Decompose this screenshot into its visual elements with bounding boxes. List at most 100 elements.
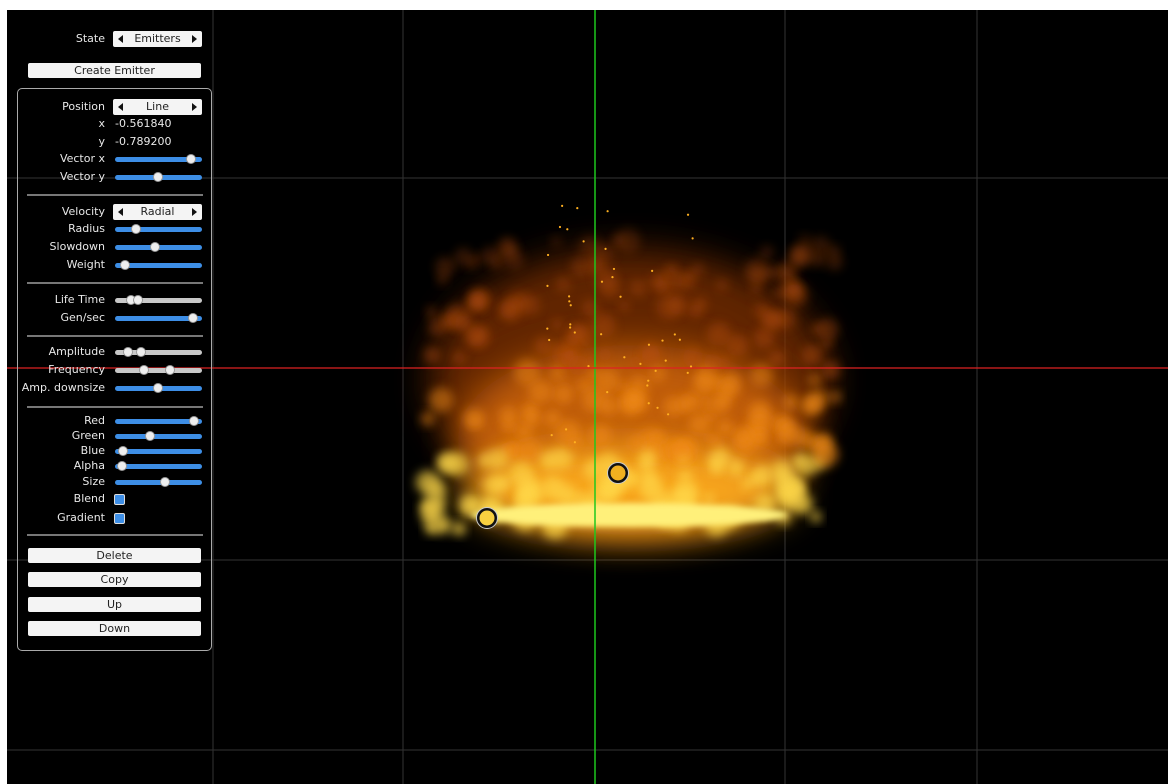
label: Blue [5, 444, 105, 458]
slider-track[interactable] [115, 480, 202, 485]
slider-knob[interactable] [160, 477, 170, 487]
arrow-left[interactable] [118, 208, 123, 216]
particle [522, 409, 541, 428]
particle [629, 356, 642, 369]
label: Frequency [5, 363, 105, 377]
slider-knob[interactable] [133, 295, 143, 305]
page: StateEmittersCreate EmitterPositionLinex… [0, 0, 1168, 784]
particle [556, 277, 571, 292]
particle [781, 424, 802, 445]
particle [454, 248, 472, 266]
arrow-left[interactable] [118, 35, 123, 43]
emitter-line [471, 503, 787, 527]
particle [421, 506, 442, 527]
particle [802, 396, 822, 416]
spark [583, 240, 585, 242]
particle [551, 236, 561, 246]
handle[interactable] [609, 464, 627, 482]
particle [453, 352, 465, 364]
spark [665, 359, 667, 361]
slider-track[interactable] [115, 449, 202, 454]
button[interactable]: Up [28, 597, 201, 612]
particle [692, 263, 705, 276]
separator [27, 335, 203, 337]
spark [601, 281, 603, 283]
particle [630, 280, 646, 296]
arrow-left[interactable] [118, 103, 123, 111]
label: Vector x [5, 152, 105, 166]
spark [687, 372, 689, 374]
button[interactable]: Down [28, 621, 201, 636]
particle [463, 408, 485, 430]
particle [618, 382, 628, 392]
particle [568, 355, 588, 375]
selector[interactable]: Line [113, 99, 202, 115]
slider-knob[interactable] [120, 260, 130, 270]
selector[interactable]: Emitters [113, 31, 202, 47]
arrow-right[interactable] [192, 35, 197, 43]
spark [648, 402, 650, 404]
particle [443, 318, 453, 328]
button[interactable]: Create Emitter [28, 63, 201, 78]
spark [674, 333, 676, 335]
slider-knob[interactable] [118, 446, 128, 456]
slider-knob[interactable] [131, 224, 141, 234]
slider-knob[interactable] [153, 383, 163, 393]
spark [648, 344, 650, 346]
particle [438, 455, 453, 470]
slider-knob[interactable] [186, 154, 196, 164]
spark [656, 407, 658, 409]
selector[interactable]: Radial [113, 204, 202, 220]
particle [428, 388, 453, 413]
arrow-right[interactable] [192, 208, 197, 216]
particle [539, 451, 558, 470]
particle [517, 439, 541, 463]
label: Vector y [5, 170, 105, 184]
slider-knob[interactable] [123, 347, 133, 357]
label: Life Time [5, 293, 105, 307]
particle [704, 494, 715, 505]
particle [710, 447, 731, 468]
particle [683, 347, 703, 367]
slider-knob[interactable] [189, 416, 199, 426]
handle[interactable] [478, 509, 496, 527]
particle [455, 315, 471, 331]
particle [504, 249, 524, 269]
spark [604, 248, 606, 250]
slider-knob[interactable] [153, 172, 163, 182]
particle [792, 245, 814, 267]
slider-knob[interactable] [145, 431, 155, 441]
label: State [5, 32, 105, 46]
button[interactable]: Delete [28, 548, 201, 563]
particle [519, 484, 543, 508]
spark [565, 428, 567, 430]
slider-knob[interactable] [136, 347, 146, 357]
slider-knob[interactable] [139, 365, 149, 375]
button[interactable]: Copy [28, 572, 201, 587]
slider-track[interactable] [115, 434, 202, 439]
spark [639, 363, 641, 365]
slider-knob[interactable] [165, 365, 175, 375]
separator [27, 534, 203, 536]
checkbox[interactable] [114, 494, 125, 505]
spark [559, 226, 561, 228]
particle [541, 476, 565, 500]
spark [547, 254, 549, 256]
slider-knob[interactable] [117, 461, 127, 471]
particle [733, 426, 753, 446]
particle [465, 327, 485, 347]
slider-track[interactable] [115, 464, 202, 469]
particle [426, 306, 437, 317]
spark [587, 365, 589, 367]
particle [553, 384, 573, 404]
particle [705, 432, 716, 443]
checkbox[interactable] [114, 513, 125, 524]
slider-track[interactable] [115, 227, 202, 232]
slider-knob[interactable] [188, 313, 198, 323]
slider-knob[interactable] [150, 242, 160, 252]
arrow-right[interactable] [192, 103, 197, 111]
spark [690, 365, 692, 367]
particle [619, 300, 630, 311]
particle [587, 367, 599, 379]
slider-track[interactable] [115, 368, 202, 373]
